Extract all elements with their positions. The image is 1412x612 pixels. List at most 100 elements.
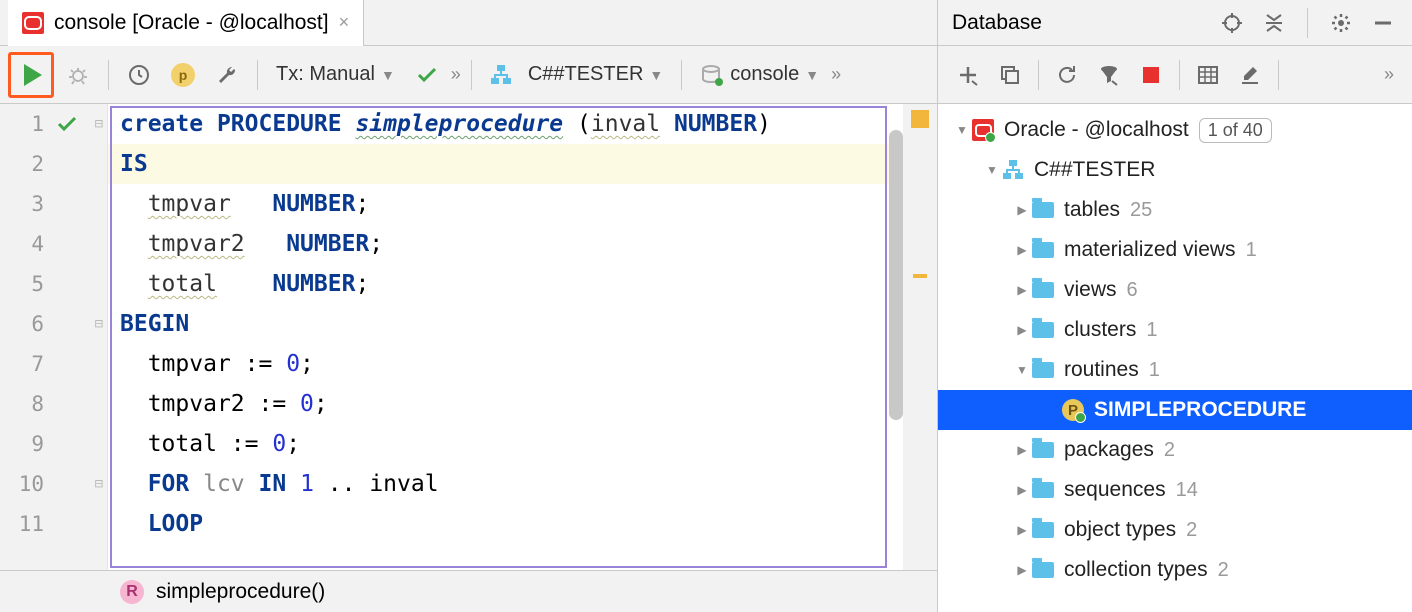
tree-row[interactable]: ▼routines1 (938, 350, 1412, 390)
add-button[interactable] (948, 55, 988, 95)
folder-name: tables (1064, 198, 1120, 222)
filter-button[interactable] (1089, 55, 1129, 95)
edit-button[interactable] (1230, 55, 1270, 95)
marker-strip (903, 104, 937, 570)
code-line[interactable]: tmpvar NUMBER; (108, 184, 937, 224)
refresh-button[interactable] (1047, 55, 1087, 95)
close-icon[interactable]: × (339, 12, 350, 33)
gear-icon[interactable] (1326, 3, 1356, 43)
schema-name: C##TESTER (1034, 158, 1155, 182)
folder-icon (1032, 482, 1054, 498)
tree-row[interactable]: ▼C##TESTER (938, 150, 1412, 190)
tree-row[interactable]: ▶views6 (938, 270, 1412, 310)
settings-wrench-button[interactable] (207, 55, 247, 95)
warning-marker[interactable] (913, 274, 927, 278)
separator (1307, 8, 1308, 38)
schema-dropdown[interactable]: C##TESTER ▼ (482, 63, 671, 86)
oracle-icon (972, 119, 994, 141)
inspection-marker[interactable] (911, 110, 929, 128)
separator (681, 60, 682, 90)
tree-row[interactable]: ▼Oracle - @localhost1 of 40 (938, 110, 1412, 150)
tree-row[interactable]: ▶tables25 (938, 190, 1412, 230)
folder-name: clusters (1064, 318, 1136, 342)
routine-icon: R (120, 580, 144, 604)
gutter-row: 10⊟ (0, 464, 107, 504)
folder-name: sequences (1064, 478, 1166, 502)
tree-row[interactable]: ▶materialized views1 (938, 230, 1412, 270)
folder-icon (1032, 562, 1054, 578)
code-line[interactable]: FOR lcv IN 1 .. inval (108, 464, 937, 504)
editor-tab-bar: console [Oracle - @localhost] × (0, 0, 937, 46)
editor-tab[interactable]: console [Oracle - @localhost] × (8, 0, 364, 46)
code-line[interactable]: total NUMBER; (108, 264, 937, 304)
folder-icon (1032, 522, 1054, 538)
p-badge-button[interactable]: p (163, 55, 203, 95)
code-line[interactable]: IS (108, 144, 937, 184)
breadcrumb-item[interactable]: simpleprocedure() (156, 580, 325, 604)
gutter-row: 2 (0, 144, 107, 184)
code-line[interactable]: BEGIN (108, 304, 937, 344)
collapse-icon[interactable] (1259, 3, 1289, 43)
folder-name: views (1064, 278, 1117, 302)
tree-row[interactable]: ▶object types2 (938, 510, 1412, 550)
folder-name: routines (1064, 358, 1139, 382)
code-line[interactable]: tmpvar := 0; (108, 344, 937, 384)
tree-row[interactable]: ▶packages2 (938, 430, 1412, 470)
console-dropdown[interactable]: console ▼ (692, 63, 827, 86)
panel-title: Database (952, 11, 1205, 35)
code-line[interactable]: create PROCEDURE simpleprocedure (inval … (108, 104, 937, 144)
tx-mode-dropdown[interactable]: Tx: Manual ▼ (268, 63, 403, 86)
gutter: 1⊟23456⊟78910⊟11 (0, 104, 108, 570)
scrollbar-thumb[interactable] (889, 130, 903, 420)
folder-icon (1032, 242, 1054, 258)
item-count: 6 (1127, 279, 1138, 302)
code-editor[interactable]: 1⊟23456⊟78910⊟11 create PROCEDURE simple… (0, 104, 937, 570)
routine-name: SIMPLEPROCEDURE (1094, 398, 1306, 422)
separator (257, 60, 258, 90)
gutter-row: 1⊟ (0, 104, 107, 144)
database-panel-header: Database (938, 0, 1412, 46)
database-toolbar: » (938, 46, 1412, 104)
separator (1179, 60, 1180, 90)
item-count: 2 (1218, 559, 1229, 582)
tree-row[interactable]: PSIMPLEPROCEDURE (938, 390, 1412, 430)
folder-icon (1032, 362, 1054, 378)
code-area[interactable]: create PROCEDURE simpleprocedure (inval … (108, 104, 937, 570)
duplicate-button[interactable] (990, 55, 1030, 95)
commit-button[interactable] (407, 55, 447, 95)
item-count: 1 (1246, 239, 1257, 262)
run-button[interactable] (8, 52, 54, 98)
play-icon (24, 64, 42, 86)
folder-name: object types (1064, 518, 1176, 542)
code-line[interactable]: tmpvar2 NUMBER; (108, 224, 937, 264)
separator (471, 60, 472, 90)
code-line[interactable]: total := 0; (108, 424, 937, 464)
tree-row[interactable]: ▶clusters1 (938, 310, 1412, 350)
editor-toolbar: p Tx: Manual ▼ » C##TESTER ▼ console ▼ » (0, 46, 937, 104)
database-tree[interactable]: ▼Oracle - @localhost1 of 40▼C##TESTER▶ta… (938, 104, 1412, 612)
folder-icon (1032, 202, 1054, 218)
more-icon[interactable]: » (451, 64, 461, 85)
item-count: 1 (1146, 319, 1157, 342)
item-count: 25 (1130, 199, 1152, 222)
code-line[interactable]: LOOP (108, 504, 937, 544)
target-icon[interactable] (1217, 3, 1247, 43)
folder-name: packages (1064, 438, 1154, 462)
more-icon[interactable]: » (1384, 64, 1394, 85)
folder-icon (1032, 442, 1054, 458)
more-icon[interactable]: » (831, 64, 841, 85)
tree-row[interactable]: ▶sequences14 (938, 470, 1412, 510)
folder-name: materialized views (1064, 238, 1236, 262)
gutter-row: 8 (0, 384, 107, 424)
debug-button[interactable] (58, 55, 98, 95)
tree-row[interactable]: ▶collection types2 (938, 550, 1412, 590)
table-view-button[interactable] (1188, 55, 1228, 95)
history-button[interactable] (119, 55, 159, 95)
stop-button[interactable] (1131, 55, 1171, 95)
breadcrumb-bar: R simpleprocedure() (0, 570, 937, 612)
minimize-icon[interactable] (1368, 3, 1398, 43)
gutter-row: 9 (0, 424, 107, 464)
code-line[interactable]: tmpvar2 := 0; (108, 384, 937, 424)
oracle-icon (22, 12, 44, 34)
gutter-row: 11 (0, 504, 107, 544)
